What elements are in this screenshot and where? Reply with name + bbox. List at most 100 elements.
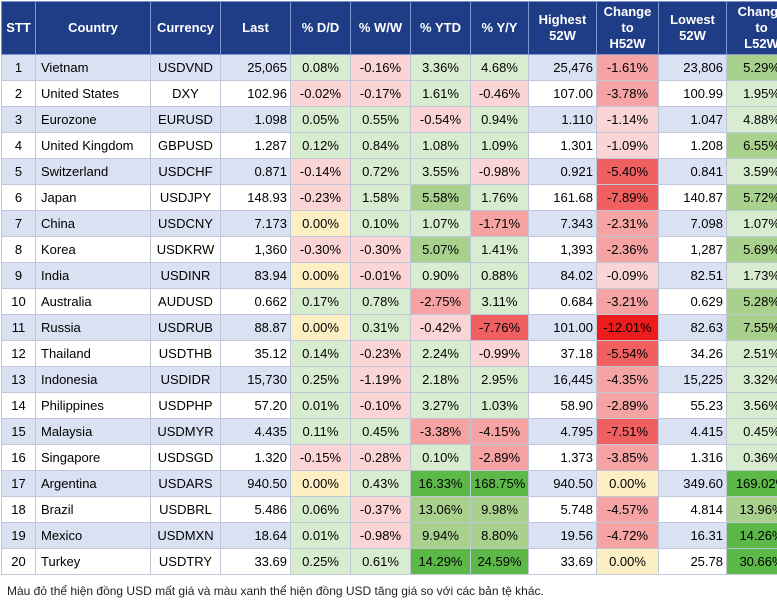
table-row[interactable]: 18 Brazil USDBRL 5.486 0.06% -0.37% 13.06% 9.98…	[1, 496, 777, 523]
table-row[interactable]: 1 Vietnam USDVND 25,065 0.08% -0.16% 3.36% 4.68…	[1, 54, 777, 81]
cell-currency: USDIDR	[150, 366, 221, 393]
col-header-country[interactable]: Country	[35, 1, 151, 55]
cell-country: Mexico	[35, 522, 151, 549]
cell-lowest-52w: 1.047	[658, 106, 727, 133]
cell-change-to-h52w: -2.31%	[596, 210, 659, 237]
table-row[interactable]: 4 United Kingdom GBPUSD 1.287 0.12% 0.84% 1.08…	[1, 132, 777, 159]
table-row[interactable]: 19 Mexico USDMXN 18.64 0.01% -0.98% 9.94% 8.80%…	[1, 522, 777, 549]
cell-change-to-l52w: 13.96%	[726, 496, 777, 523]
table-row[interactable]: 11 Russia USDRUB 88.87 0.00% 0.31% -0.42% -7.76…	[1, 314, 777, 341]
cell-lowest-52w: 100.99	[658, 80, 727, 107]
table-row[interactable]: 7 China USDCNY 7.173 0.00% 0.10% 1.07% -1.71% 7.…	[1, 210, 777, 237]
cell-lowest-52w: 7.098	[658, 210, 727, 237]
cell-change-to-h52w: -2.89%	[596, 392, 659, 419]
cell-change-to-h52w: -5.40%	[596, 158, 659, 185]
table-row[interactable]: 6 Japan USDJPY 148.93 -0.23% 1.58% 5.58% 1.76% 1…	[1, 184, 777, 211]
col-header-ytd[interactable]: % YTD	[410, 1, 471, 55]
cell-ytd: -2.75%	[410, 288, 471, 315]
cell-change-to-l52w: 30.66%	[726, 548, 777, 575]
cell-ww: 0.10%	[350, 210, 411, 237]
table-row[interactable]: 16 Singapore USDSGD 1.320 -0.15% -0.28% 0.10% -…	[1, 444, 777, 471]
cell-change-to-h52w: -1.61%	[596, 54, 659, 81]
col-header-change-to-h52w[interactable]: Change to H52W	[596, 1, 659, 55]
cell-ww: -0.10%	[350, 392, 411, 419]
cell-ww: 0.72%	[350, 158, 411, 185]
cell-currency: USDRUB	[150, 314, 221, 341]
cell-lowest-52w: 4.415	[658, 418, 727, 445]
table-row[interactable]: 12 Thailand USDTHB 35.12 0.14% -0.23% 2.24% -0.…	[1, 340, 777, 367]
table-row[interactable]: 9 India USDINR 83.94 0.00% -0.01% 0.90% 0.88% 84…	[1, 262, 777, 289]
col-header-last[interactable]: Last	[220, 1, 291, 55]
cell-yy: 4.68%	[470, 54, 529, 81]
cell-stt: 11	[1, 314, 36, 341]
cell-stt: 13	[1, 366, 36, 393]
table-row[interactable]: 5 Switzerland USDCHF 0.871 -0.14% 0.72% 3.55% -…	[1, 158, 777, 185]
cell-last: 7.173	[220, 210, 291, 237]
col-header-stt[interactable]: STT	[1, 1, 36, 55]
cell-dd: 0.05%	[290, 106, 351, 133]
cell-ww: 0.84%	[350, 132, 411, 159]
cell-yy: -0.99%	[470, 340, 529, 367]
cell-yy: 0.94%	[470, 106, 529, 133]
cell-highest-52w: 0.684	[528, 288, 597, 315]
cell-dd: -0.30%	[290, 236, 351, 263]
cell-currency: GBPUSD	[150, 132, 221, 159]
cell-country: Philippines	[35, 392, 151, 419]
table-row[interactable]: 20 Turkey USDTRY 33.69 0.25% 0.61% 14.29% 24.59…	[1, 548, 777, 575]
cell-highest-52w: 1.373	[528, 444, 597, 471]
header-line: to	[621, 20, 634, 35]
header-line: Change	[737, 4, 777, 19]
header-line: L52W	[744, 36, 777, 51]
table-row[interactable]: 14 Philippines USDPHP 57.20 0.01% -0.10% 3.27%…	[1, 392, 777, 419]
cell-yy: 24.59%	[470, 548, 529, 575]
cell-change-to-l52w: 4.88%	[726, 106, 777, 133]
cell-ww: 1.58%	[350, 184, 411, 211]
cell-currency: DXY	[150, 80, 221, 107]
table-row[interactable]: 2 United States DXY 102.96 -0.02% -0.17% 1.61%…	[1, 80, 777, 107]
cell-ytd: 5.07%	[410, 236, 471, 263]
col-header-yy[interactable]: % Y/Y	[470, 1, 529, 55]
cell-change-to-l52w: 0.36%	[726, 444, 777, 471]
cell-ww: -0.37%	[350, 496, 411, 523]
table-row[interactable]: 15 Malaysia USDMYR 4.435 0.11% 0.45% -3.38% -4.…	[1, 418, 777, 445]
cell-country: Brazil	[35, 496, 151, 523]
table-row[interactable]: 3 Eurozone EURUSD 1.098 0.05% 0.55% -0.54% 0.94…	[1, 106, 777, 133]
table-row[interactable]: 17 Argentina USDARS 940.50 0.00% 0.43% 16.33% 1…	[1, 470, 777, 497]
cell-currency: USDTHB	[150, 340, 221, 367]
cell-yy: 9.98%	[470, 496, 529, 523]
cell-currency: EURUSD	[150, 106, 221, 133]
cell-dd: 0.25%	[290, 366, 351, 393]
cell-country: Korea	[35, 236, 151, 263]
cell-country: Russia	[35, 314, 151, 341]
table-row[interactable]: 8 Korea USDKRW 1,360 -0.30% -0.30% 5.07% 1.41% 1…	[1, 236, 777, 263]
cell-change-to-h52w: -2.36%	[596, 236, 659, 263]
cell-highest-52w: 107.00	[528, 80, 597, 107]
cell-yy: 1.03%	[470, 392, 529, 419]
cell-currency: USDARS	[150, 470, 221, 497]
table-row[interactable]: 10 Australia AUDUSD 0.662 0.17% 0.78% -2.75% 3.…	[1, 288, 777, 315]
cell-dd: 0.01%	[290, 392, 351, 419]
cell-change-to-h52w: -4.72%	[596, 522, 659, 549]
cell-country: Vietnam	[35, 54, 151, 81]
cell-country: Switzerland	[35, 158, 151, 185]
cell-ytd: 5.58%	[410, 184, 471, 211]
col-header-dd[interactable]: % D/D	[290, 1, 351, 55]
table-row[interactable]: 13 Indonesia USDIDR 15,730 0.25% -1.19% 2.18% 2…	[1, 366, 777, 393]
col-header-lowest-52w[interactable]: Lowest 52W	[658, 1, 727, 55]
cell-yy: -4.15%	[470, 418, 529, 445]
cell-ytd: 3.27%	[410, 392, 471, 419]
col-header-currency[interactable]: Currency	[150, 1, 221, 55]
cell-change-to-h52w: -3.85%	[596, 444, 659, 471]
cell-stt: 8	[1, 236, 36, 263]
cell-ytd: 16.33%	[410, 470, 471, 497]
cell-yy: 168.75%	[470, 470, 529, 497]
cell-country: United States	[35, 80, 151, 107]
cell-last: 1.287	[220, 132, 291, 159]
col-header-change-to-l52w[interactable]: ChangetoL52W	[726, 1, 777, 55]
col-header-ww[interactable]: % W/W	[350, 1, 411, 55]
cell-dd: -0.15%	[290, 444, 351, 471]
cell-ytd: -0.42%	[410, 314, 471, 341]
col-header-highest-52w[interactable]: Highest 52W	[528, 1, 597, 55]
cell-dd: 0.14%	[290, 340, 351, 367]
cell-stt: 12	[1, 340, 36, 367]
